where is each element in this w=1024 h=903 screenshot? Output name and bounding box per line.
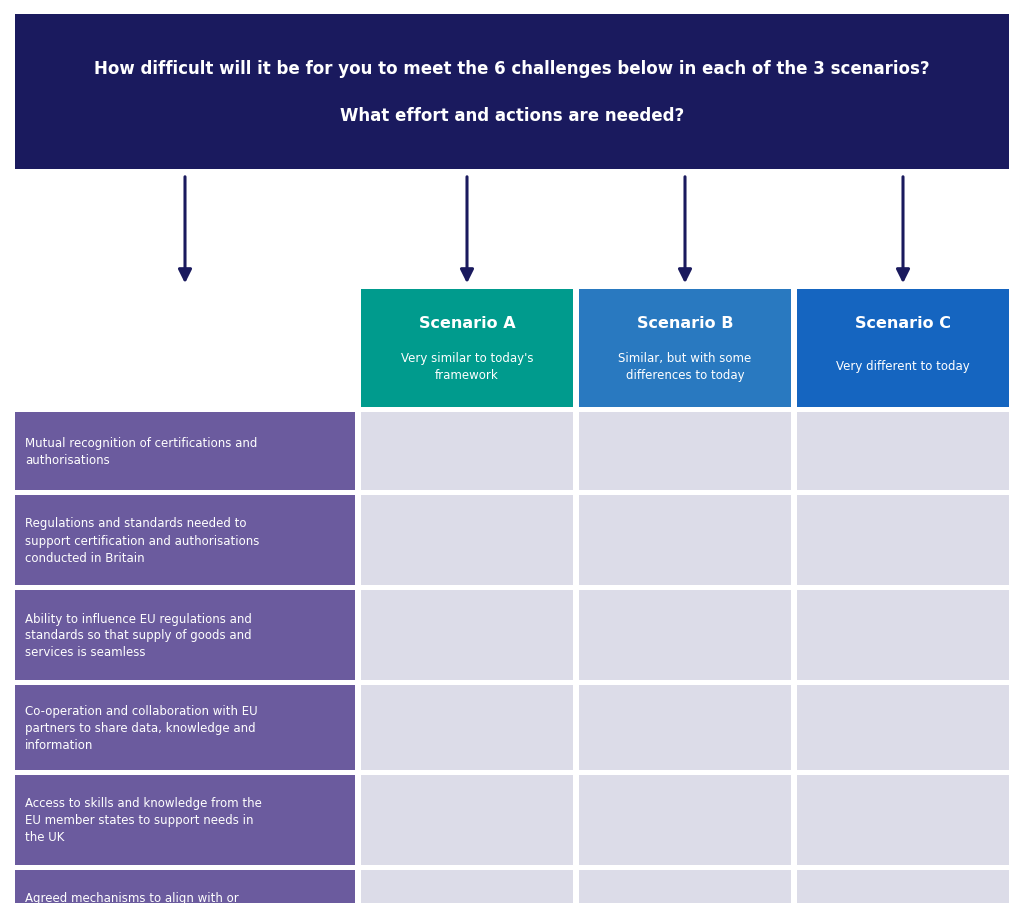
Bar	[579, 870, 791, 903]
Bar	[797, 685, 1009, 770]
Bar	[797, 870, 1009, 903]
Text: Very different to today: Very different to today	[837, 359, 970, 373]
Bar	[15, 15, 1009, 170]
Text: Very similar to today's
framework: Very similar to today's framework	[400, 351, 534, 381]
Bar	[579, 413, 791, 490]
Bar	[579, 775, 791, 865]
Bar	[15, 775, 355, 865]
Bar	[361, 775, 573, 865]
Text: Scenario C: Scenario C	[855, 315, 951, 330]
Bar	[361, 290, 573, 407]
Bar	[361, 685, 573, 770]
Bar	[15, 413, 355, 490]
Bar	[361, 413, 573, 490]
Bar	[15, 591, 355, 680]
Text: Scenario B: Scenario B	[637, 315, 733, 330]
Bar	[797, 591, 1009, 680]
Text: Ability to influence EU regulations and
standards so that supply of goods and
se: Ability to influence EU regulations and …	[25, 612, 252, 659]
Bar	[797, 290, 1009, 407]
Bar	[579, 685, 791, 770]
Text: How difficult will it be for you to meet the 6 challenges below in each of the 3: How difficult will it be for you to meet…	[94, 61, 930, 79]
Bar	[361, 496, 573, 585]
Bar	[15, 870, 355, 903]
Text: Agreed mechanisms to align with or
diverge from EU requirements across
the GB ne: Agreed mechanisms to align with or diver…	[25, 891, 246, 903]
Bar	[579, 591, 791, 680]
Text: Similar, but with some
differences to today: Similar, but with some differences to to…	[618, 351, 752, 381]
Bar	[15, 496, 355, 585]
Text: What effort and actions are needed?: What effort and actions are needed?	[340, 107, 684, 125]
Bar	[361, 870, 573, 903]
Bar	[797, 775, 1009, 865]
Text: Access to skills and knowledge from the
EU member states to support needs in
the: Access to skills and knowledge from the …	[25, 796, 262, 843]
Bar	[797, 496, 1009, 585]
Text: Scenario A: Scenario A	[419, 315, 515, 330]
Text: Co-operation and collaboration with EU
partners to share data, knowledge and
inf: Co-operation and collaboration with EU p…	[25, 704, 258, 751]
Text: Regulations and standards needed to
support certification and authorisations
con: Regulations and standards needed to supp…	[25, 517, 259, 563]
Bar	[579, 290, 791, 407]
Bar	[15, 685, 355, 770]
Text: Mutual recognition of certifications and
authorisations: Mutual recognition of certifications and…	[25, 436, 257, 467]
Bar	[797, 413, 1009, 490]
Bar	[361, 591, 573, 680]
Bar	[579, 496, 791, 585]
